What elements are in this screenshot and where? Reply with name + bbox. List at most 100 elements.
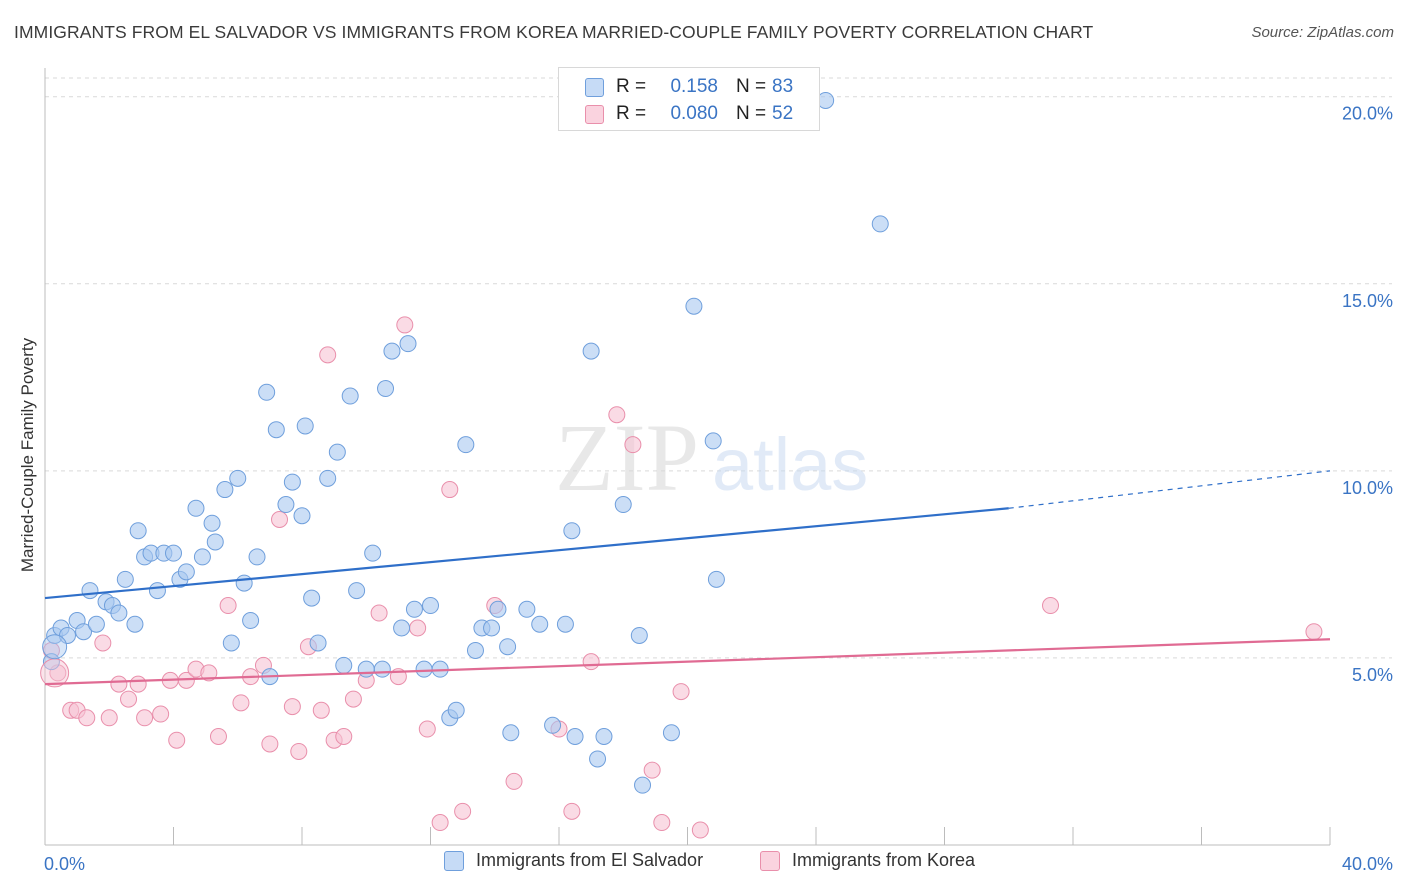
watermark: ZIP atlas [555,404,868,511]
n-value: 83 [772,76,794,97]
el-salvador-point [87,615,105,633]
korea-point [608,406,626,424]
legend-item-el-salvador: Immigrants from El Salvador [444,850,703,871]
korea-point [136,709,154,727]
el-salvador-point [110,604,128,622]
korea-point [312,701,330,719]
el-salvador-point [685,297,703,315]
el-salvador-point [203,514,221,532]
el-salvador-point [518,600,536,618]
el-salvador-point [589,750,607,768]
el-salvador-point [222,634,240,652]
trend-lines [44,470,1331,686]
el-salvador-point [235,574,253,592]
el-salvador-point [341,387,359,405]
r-value: 0.158 [670,76,718,97]
korea-point [261,735,279,753]
el-salvador-trend-line [44,507,1009,600]
korea-point [1042,597,1060,615]
korea-point [370,604,388,622]
el-salvador-point [582,342,600,360]
el-salvador-point [383,342,401,360]
korea-point [319,346,337,364]
korea-trend-line [44,638,1331,686]
el-salvador-point [817,91,835,109]
el-salvador-point [357,660,375,678]
gridlines [45,77,1392,659]
korea-point [396,316,414,334]
legend-item-korea: Immigrants from Korea [760,850,975,871]
x-tick-label: 0.0% [44,854,85,874]
korea-point [232,694,250,712]
el-salvador-point [248,548,266,566]
data-points [40,91,1323,839]
watermark-atlas: atlas [712,423,868,506]
el-salvador-point [335,656,353,674]
el-salvador-point [206,533,224,551]
el-salvador-point [630,626,648,644]
el-salvador-point [415,660,433,678]
korea-point [200,664,218,682]
korea-point [418,720,436,738]
el-salvador-point [871,215,889,233]
el-salvador-point [707,570,725,588]
correlation-legend: R = 0.158 N = 83 R = 0.080 N = 52 [558,67,820,131]
korea-point [283,698,301,716]
y-axis-label: Married-Couple Family Poverty [18,337,37,573]
korea-point [409,619,427,637]
el-salvador-point [364,544,382,562]
el-salvador-point [319,469,337,487]
korea-point [152,705,170,723]
legend-label: Immigrants from Korea [792,850,976,870]
el-salvador-point [563,522,581,540]
korea-point [290,742,308,760]
el-salvador-point [405,600,423,618]
legend-row-el-salvador: R = 0.158 N = 83 [559,74,793,100]
tick-labels: 5.0% 10.0% 15.0% 20.0% 0.0% 40.0% [44,104,1393,874]
n-label: N = [736,76,767,97]
korea-point [129,675,147,693]
legend-swatch-blue [444,850,464,871]
el-salvador-point [422,597,439,615]
n-label: N = [736,103,767,124]
legend-label: Immigrants from El Salvador [476,850,704,870]
korea-point [219,597,237,615]
korea-point [120,690,138,708]
korea-point [110,675,128,693]
n-value: 52 [772,103,794,124]
el-salvador-point [116,570,134,588]
el-salvador-point [126,615,144,633]
el-salvador-point [258,383,276,401]
el-salvador-point [229,469,247,487]
korea-point [78,709,96,727]
el-salvador-point [502,724,520,742]
el-salvador-point [177,563,195,581]
el-salvador-point [566,727,584,745]
series-legend: Immigrants from El Salvador Immigrants f… [0,850,1406,878]
el-salvador-point [283,473,301,491]
r-value: 0.080 [670,103,718,124]
el-salvador-point [242,612,260,630]
el-salvador-point [544,716,562,734]
el-salvador-point [293,507,311,525]
legend-swatch-blue [585,77,604,97]
el-salvador-point [81,582,99,600]
korea-point [94,634,112,652]
el-salvador-point [556,615,574,633]
r-label: R = [616,103,647,124]
korea-point [209,727,227,745]
korea-point [344,690,362,708]
el-salvador-point [328,443,346,461]
el-salvador-point [483,619,501,637]
el-salvador-point [377,380,395,398]
korea-point [335,727,353,745]
korea-point [624,436,642,454]
el-salvador-point [187,499,205,517]
el-salvador-point [303,589,321,607]
korea-point [653,814,671,832]
korea-point [691,821,709,839]
el-salvador-point [165,544,182,562]
el-salvador-point [129,522,147,540]
korea-point [582,653,600,671]
